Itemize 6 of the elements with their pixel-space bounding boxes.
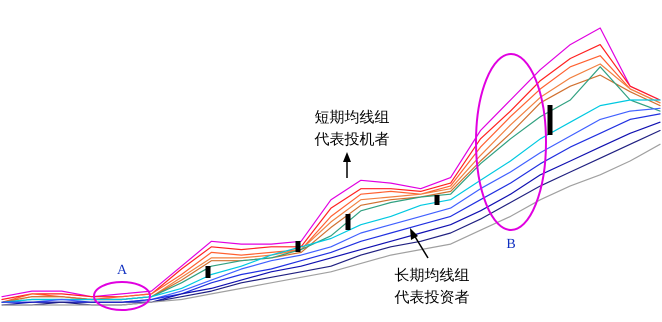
annotation: 长期均线组 xyxy=(394,266,470,284)
annotation: 代表投资者 xyxy=(394,288,470,306)
annotation: 代表投机者 xyxy=(314,130,390,148)
annotation: B xyxy=(506,237,516,252)
annotation: 短期均线组 xyxy=(314,108,390,126)
annotation: A xyxy=(116,263,128,278)
